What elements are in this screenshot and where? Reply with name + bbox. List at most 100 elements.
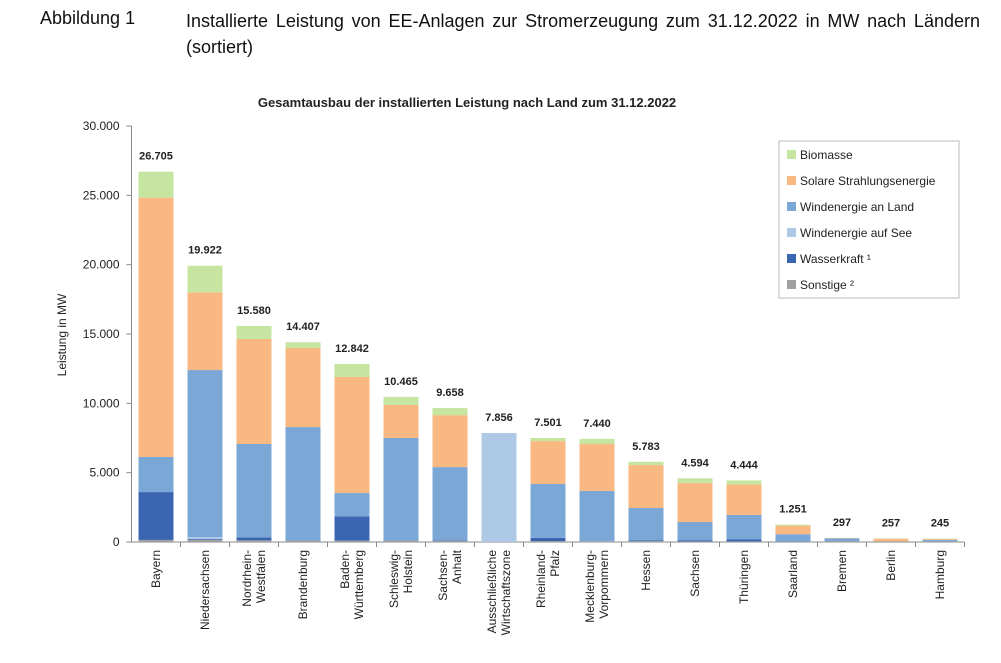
bar-segment bbox=[138, 456, 174, 493]
legend-swatch bbox=[787, 150, 796, 159]
bar-segment bbox=[334, 516, 370, 541]
legend-swatch bbox=[787, 176, 796, 185]
bar-segment bbox=[873, 538, 909, 542]
x-tick-label: Berlin bbox=[884, 550, 898, 581]
bar-segment bbox=[726, 480, 762, 485]
bar-segment bbox=[236, 537, 272, 541]
total-label: 19.922 bbox=[188, 245, 222, 257]
bar-segment bbox=[530, 441, 566, 485]
x-tick-label: Sachsen bbox=[688, 550, 702, 597]
bar-segment bbox=[628, 508, 664, 541]
bar-segment bbox=[677, 540, 713, 542]
bar-segment bbox=[824, 541, 860, 542]
x-tick-label: Württemberg bbox=[352, 550, 366, 619]
x-tick-label: Bayern bbox=[149, 550, 163, 588]
x-tick-label: Pfalz bbox=[548, 550, 562, 577]
bar-segment bbox=[824, 538, 860, 542]
bar-segment bbox=[383, 404, 419, 438]
bar-segment bbox=[775, 534, 811, 542]
x-tick-label: Holstein bbox=[401, 550, 415, 593]
x-tick-label: Hamburg bbox=[933, 550, 947, 599]
bar-segment bbox=[285, 348, 321, 428]
legend-label: Windenergie auf See bbox=[800, 226, 912, 240]
legend-swatch bbox=[787, 202, 796, 211]
bar-segment bbox=[432, 408, 468, 416]
bar-segment bbox=[530, 537, 566, 542]
bar-segment bbox=[432, 467, 468, 541]
x-tick-label: Saarland bbox=[786, 550, 800, 598]
bar-segment bbox=[922, 541, 958, 542]
bar-segment bbox=[579, 490, 615, 542]
bar-segment bbox=[677, 541, 713, 542]
x-tick-label: Rheinland- bbox=[534, 550, 548, 608]
bar-segment bbox=[726, 541, 762, 542]
figure-header: Abbildung 1 Installierte Leistung von EE… bbox=[40, 8, 980, 60]
x-tick-label: Thüringen bbox=[737, 550, 751, 604]
bar-segment bbox=[677, 478, 713, 484]
total-label: 7.856 bbox=[485, 412, 513, 424]
total-label: 297 bbox=[833, 517, 851, 529]
bar-segment bbox=[236, 540, 272, 542]
figure-caption: Installierte Leistung von EE-Anlagen zur… bbox=[186, 11, 980, 57]
bar-segment bbox=[138, 197, 174, 457]
bar-segment bbox=[677, 522, 713, 541]
legend-label: Windenergie an Land bbox=[800, 200, 914, 214]
bar-segment bbox=[579, 438, 615, 445]
total-label: 4.444 bbox=[730, 459, 758, 471]
bar-segment bbox=[726, 484, 762, 515]
bar-segment bbox=[922, 539, 958, 542]
total-label: 7.440 bbox=[583, 418, 611, 430]
bar-segment bbox=[579, 444, 615, 491]
bar-segment bbox=[138, 539, 174, 542]
bar-segment bbox=[726, 514, 762, 540]
legend-label: Solare Strahlungsenergie bbox=[800, 174, 936, 188]
bar-segment bbox=[285, 427, 321, 541]
bar-segment bbox=[187, 539, 223, 542]
x-tick-label: Bremen bbox=[835, 550, 849, 592]
bar-segment bbox=[187, 539, 223, 540]
y-axis-label: Leistung in MW bbox=[55, 293, 69, 376]
y-tick-label: 10.000 bbox=[83, 396, 120, 410]
x-tick-label: Westfalen bbox=[254, 550, 268, 603]
bar-segment bbox=[138, 492, 174, 540]
bar-segment bbox=[432, 415, 468, 468]
bar-segment bbox=[530, 541, 566, 542]
bar-segment bbox=[334, 493, 370, 517]
bar-segment bbox=[236, 338, 272, 444]
y-tick-label: 5.000 bbox=[89, 466, 119, 480]
bar-segment bbox=[285, 540, 321, 542]
x-tick-label: Sachsen- bbox=[436, 550, 450, 601]
y-tick-label: 25.000 bbox=[83, 188, 120, 202]
y-tick-label: 30.000 bbox=[83, 119, 120, 133]
x-tick-label: Nordrhein- bbox=[240, 550, 254, 607]
bar-segment bbox=[334, 363, 370, 377]
x-tick-label: Ausschließliche bbox=[485, 550, 499, 634]
bar-segment bbox=[187, 292, 223, 371]
x-tick-label: Mecklenburg- bbox=[583, 550, 597, 623]
bar-segment bbox=[138, 171, 174, 198]
y-tick-label: 0 bbox=[113, 535, 120, 549]
total-label: 4.594 bbox=[681, 457, 709, 469]
legend-frame bbox=[778, 140, 960, 299]
bar-segment bbox=[579, 541, 615, 542]
x-tick-label: Anhalt bbox=[450, 549, 464, 584]
bar-segment bbox=[530, 484, 566, 538]
bar-segment bbox=[187, 537, 223, 540]
x-tick-label: Wirtschaftszone bbox=[499, 550, 513, 636]
bar-segment bbox=[775, 524, 811, 526]
total-label: 12.842 bbox=[335, 343, 369, 355]
bar-segment bbox=[628, 461, 664, 466]
bar-segment bbox=[481, 433, 517, 542]
bar-segment bbox=[285, 342, 321, 349]
x-tick-label: Niedersachsen bbox=[198, 550, 212, 630]
bar-segment bbox=[628, 465, 664, 509]
total-label: 245 bbox=[931, 518, 949, 530]
bar-segment bbox=[236, 325, 272, 339]
bar-segment bbox=[775, 525, 811, 535]
x-tick-label: Baden- bbox=[338, 550, 352, 589]
total-label: 5.783 bbox=[632, 441, 660, 453]
x-tick-label: Vorpommern bbox=[597, 550, 611, 619]
bar-segment bbox=[628, 540, 664, 542]
